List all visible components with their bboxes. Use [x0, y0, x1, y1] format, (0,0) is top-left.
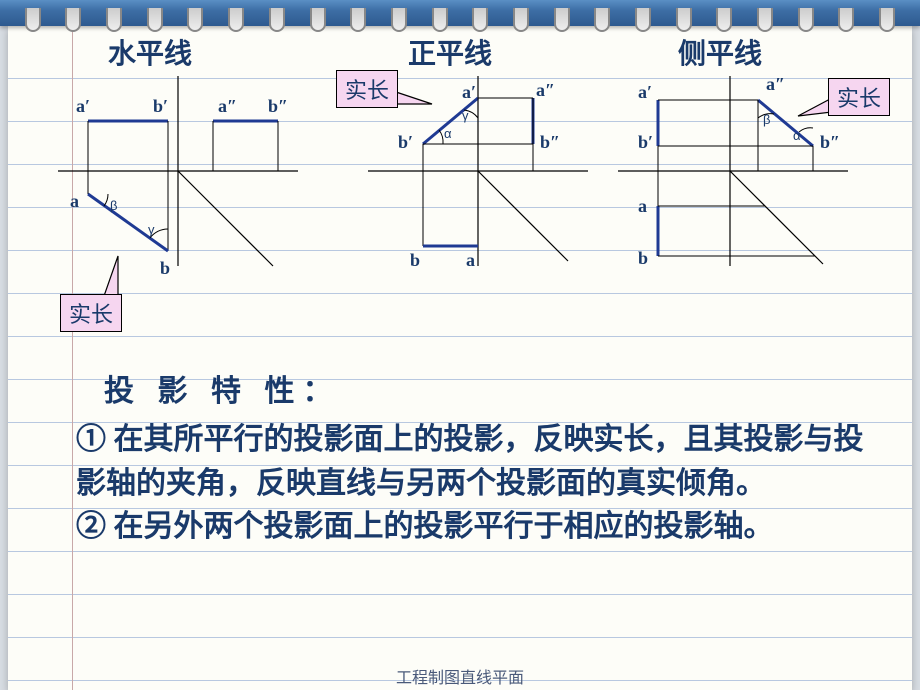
- svg-text:γ: γ: [148, 222, 155, 237]
- binder-ring: [106, 8, 122, 32]
- binder-ring: [716, 8, 732, 32]
- binder-ring: [310, 8, 326, 32]
- binder-ring: [25, 8, 41, 32]
- paragraph-1: ① 在其所平行的投影面上的投影，反映实长，且其投影与投影轴的夹角，反映直线与另两…: [76, 418, 882, 505]
- title-horizontal: 水平线: [108, 32, 192, 72]
- lbl-bpp-f: b″: [540, 132, 560, 153]
- lbl-bp-h: b′: [153, 96, 168, 117]
- binder-ring: [350, 8, 366, 32]
- lbl-ap-p: a′: [638, 82, 652, 103]
- tag-truelen-h: 实长: [60, 294, 122, 332]
- binder-ring: [147, 8, 163, 32]
- lbl-bpp-p: b″: [820, 132, 840, 153]
- binder-ring: [65, 8, 81, 32]
- binder-ring: [676, 8, 692, 32]
- lbl-a-f: a: [466, 250, 475, 271]
- binder-ring: [798, 8, 814, 32]
- lbl-bp-f: b′: [398, 132, 413, 153]
- binder-ring: [879, 8, 895, 32]
- binder-ring: [594, 8, 610, 32]
- binder-ring: [554, 8, 570, 32]
- title-frontal: 正平线: [408, 32, 492, 72]
- footer-text: 工程制图直线平面: [8, 664, 912, 688]
- lbl-b-p: b: [638, 248, 648, 269]
- binder-ring: [838, 8, 854, 32]
- notepad-page: 水平线: [8, 26, 912, 690]
- binder-ring: [757, 8, 773, 32]
- lbl-app-p: a″: [766, 74, 785, 95]
- lbl-a-h: a: [70, 191, 79, 212]
- tag-truelen-f: 实长: [336, 70, 398, 108]
- svg-text:β: β: [110, 198, 117, 213]
- binder-ring: [472, 8, 488, 32]
- svg-text:α: α: [444, 126, 452, 141]
- svg-text:α: α: [793, 128, 801, 143]
- svg-text:γ: γ: [462, 108, 469, 123]
- binder-ring: [391, 8, 407, 32]
- slide-content: 水平线: [8, 26, 912, 690]
- lbl-app-h: a″: [218, 96, 237, 117]
- binder-ring: [635, 8, 651, 32]
- binder-ring: [187, 8, 203, 32]
- binder-rings: [0, 8, 920, 30]
- title-profile: 侧平线: [678, 32, 762, 72]
- binder-ring: [432, 8, 448, 32]
- tag-truelen-p: 实长: [828, 78, 890, 116]
- paragraph-2: ② 在另外两个投影面上的投影平行于相应的投影轴。: [76, 505, 882, 549]
- heading: 投 影 特 性：: [104, 366, 882, 410]
- diagram-horizontal: β γ: [58, 76, 298, 286]
- body-text: 投 影 特 性： ① 在其所平行的投影面上的投影，反映实长，且其投影与投影轴的夹…: [76, 366, 882, 549]
- binder-ring: [513, 8, 529, 32]
- lbl-ap-h: a′: [76, 96, 90, 117]
- binder-ring: [269, 8, 285, 32]
- diagram-row: 水平线: [38, 36, 902, 336]
- lbl-a-p: a: [638, 196, 647, 217]
- lbl-ap-f: a′: [462, 82, 476, 103]
- callout-tail-h: [96, 254, 136, 298]
- lbl-b-h: b: [160, 258, 170, 279]
- svg-text:β: β: [763, 112, 770, 127]
- binder-ring: [228, 8, 244, 32]
- lbl-b-f: b: [410, 250, 420, 271]
- lbl-bp-p: b′: [638, 132, 653, 153]
- lbl-app-f: a″: [536, 80, 555, 101]
- lbl-bpp-h: b″: [268, 96, 288, 117]
